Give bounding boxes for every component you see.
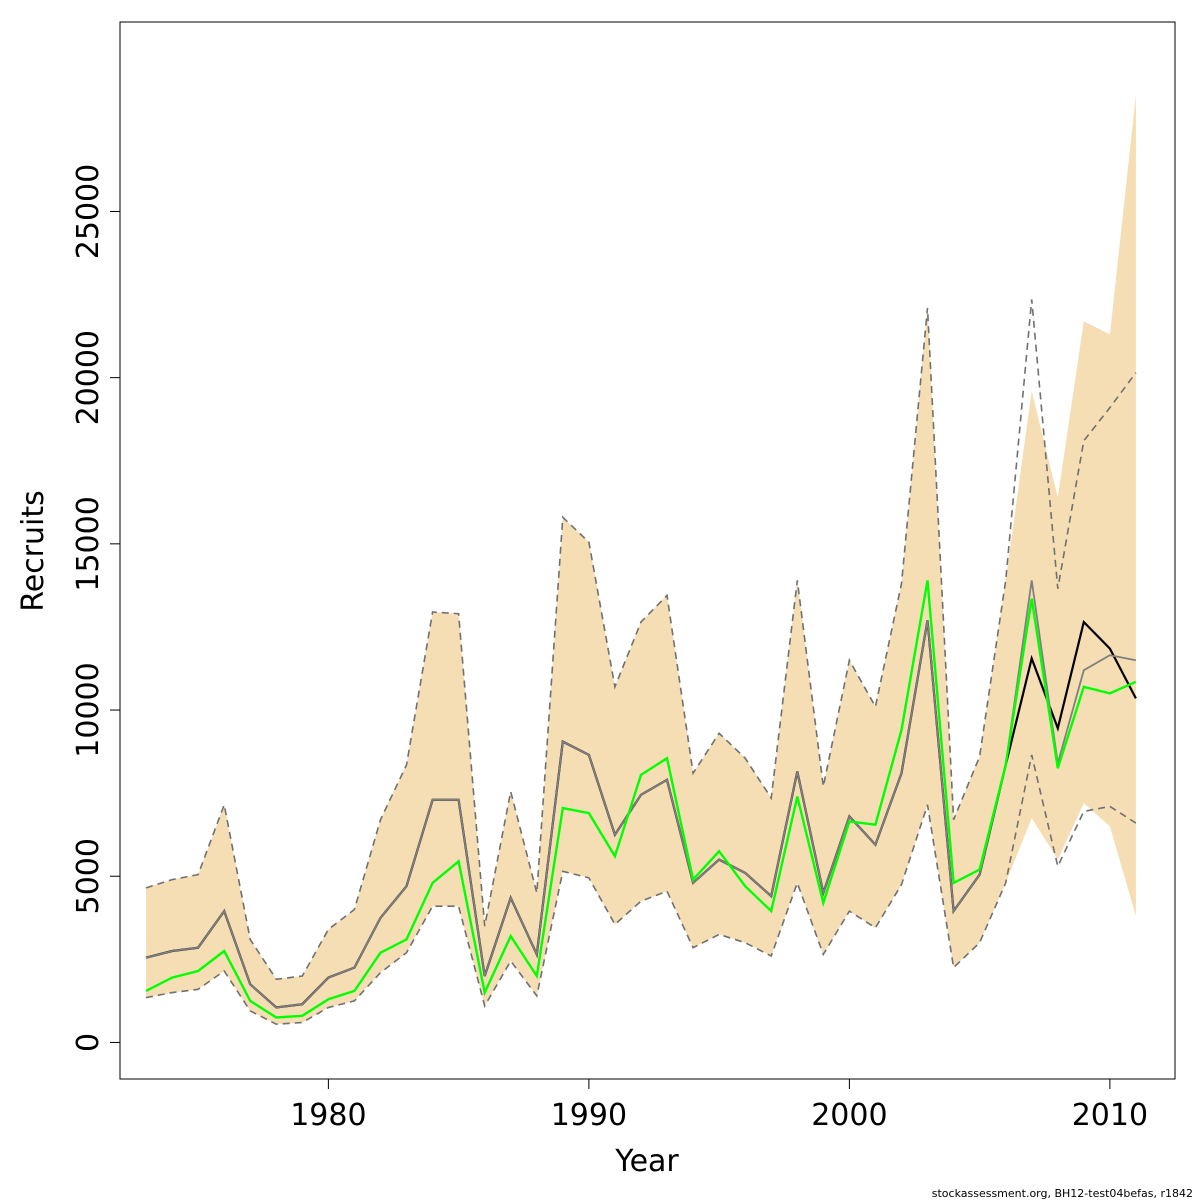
lower-dashed-line [145, 754, 1137, 1026]
upper-dashed-line [145, 299, 1137, 981]
y-tick-label: 10000 [71, 662, 106, 757]
series-line-layer [145, 580, 1137, 1019]
footer-note: stockassessment.org, BH12-test04befas, r… [932, 1187, 1193, 1200]
y-tick-label: 5000 [71, 838, 106, 914]
x-axis-title: Year [614, 1144, 679, 1179]
y-tick-label: 0 [71, 1033, 106, 1052]
gray-series-line [145, 580, 1137, 1009]
x-tick-label: 2000 [811, 1098, 887, 1133]
y-tick-label: 25000 [71, 164, 106, 259]
x-tick-label: 1980 [290, 1098, 366, 1133]
y-axis: 0 5000 10000 15000 20000 25000 [71, 164, 120, 1052]
confidence-band [146, 95, 1136, 1025]
dashed-bound-layer [145, 299, 1137, 1026]
x-tick-label: 2010 [1072, 1098, 1148, 1133]
x-axis: 1980 1990 2000 2010 [290, 1079, 1148, 1133]
plot-frame [119, 21, 1176, 1080]
y-axis-title: Recruits [16, 490, 51, 612]
x-tick-label: 1990 [551, 1098, 627, 1133]
confidence-band-layer [146, 95, 1136, 1025]
green-series-line [145, 580, 1137, 1019]
y-tick-label: 15000 [71, 496, 106, 591]
y-tick-label: 20000 [71, 330, 106, 425]
